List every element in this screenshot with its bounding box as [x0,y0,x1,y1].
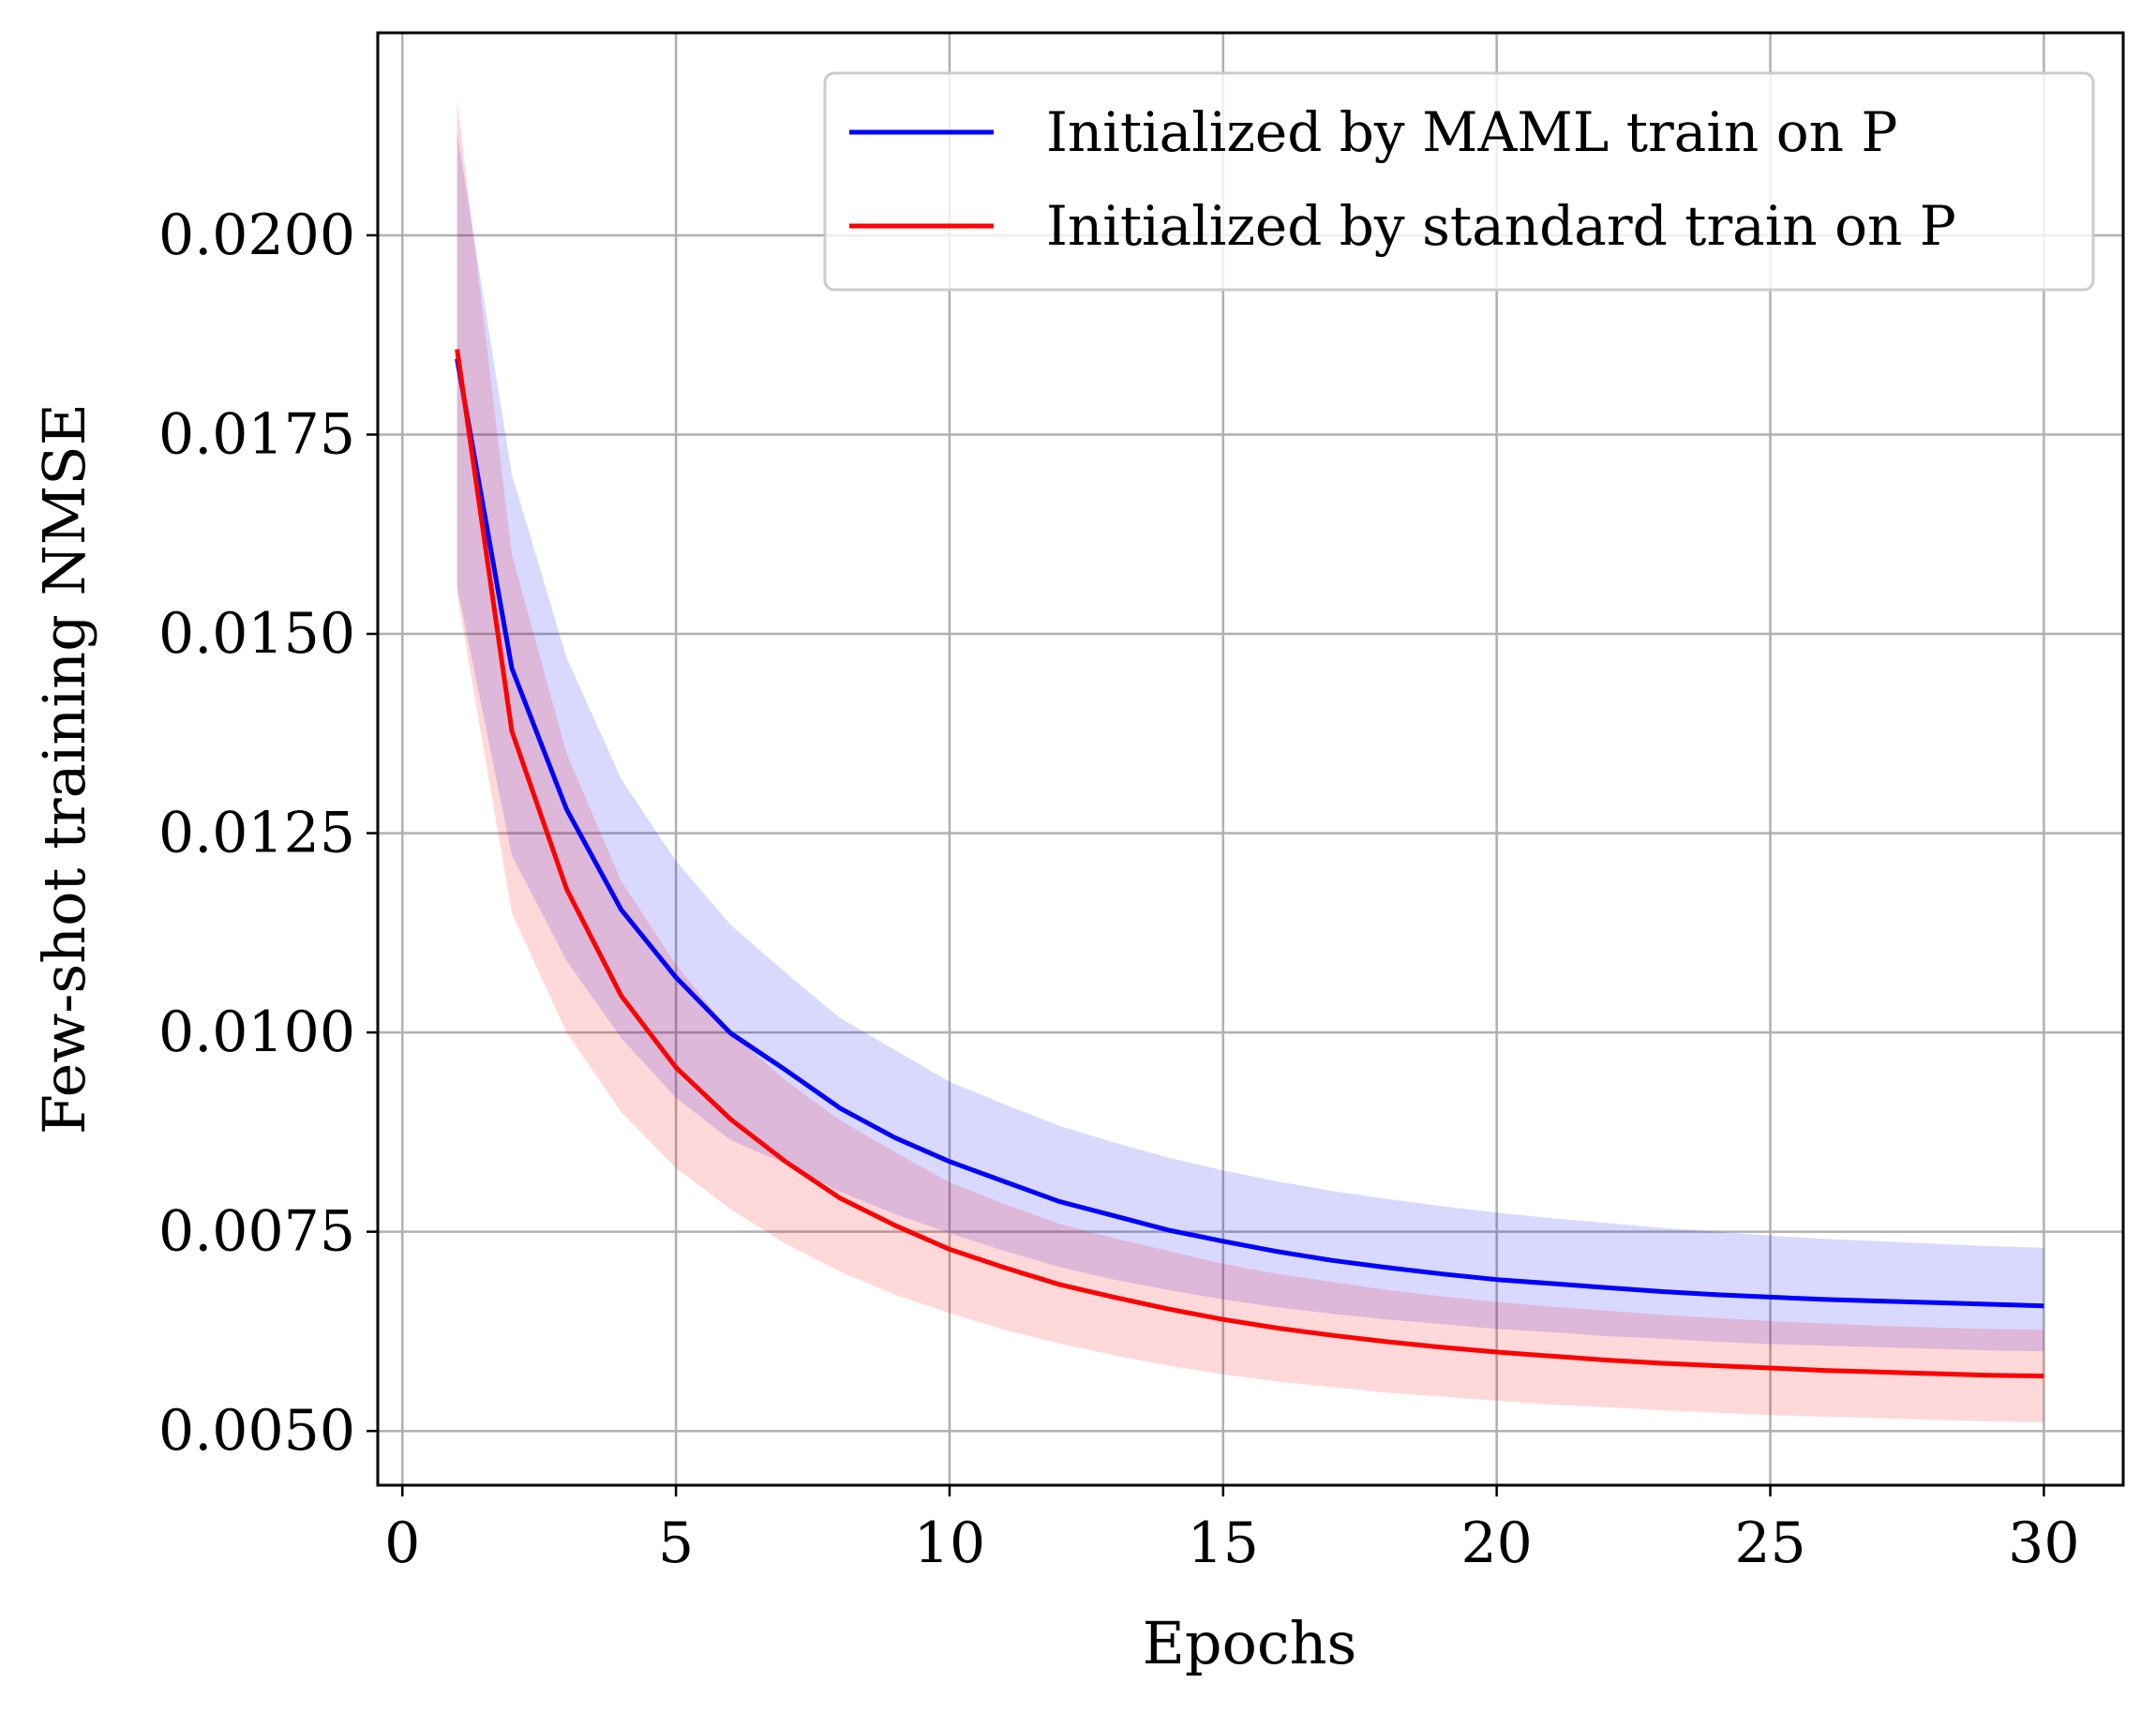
y-axis-title: Few-shot training NMSE [30,403,98,1135]
legend-label-2: Initialized by standard train on P [1046,194,1956,258]
x-tick-label: 10 [914,1511,985,1576]
y-tick-label: 0.0050 [158,1398,355,1464]
y-axis: 0.0050 0.0075 0.0100 0.0125 0.0150 0.0175 0.02… [158,203,378,1464]
x-tick-label: 25 [1734,1511,1805,1576]
line-series-1 [455,358,2044,1309]
legend-label-1: Initialized by MAML train on P [1046,100,1897,164]
x-axis-title: Epochs [1143,1609,1357,1677]
y-tick-label: 0.0125 [158,801,355,866]
band-series-1 [457,131,2044,1352]
x-tick-label: 20 [1460,1511,1532,1576]
x-axis: 0 5 10 15 20 25 30 [384,1485,2080,1576]
x-tick-label: 15 [1188,1511,1259,1576]
plot-frame [376,31,2125,1487]
legend: Initialized by MAML train on P Initialize… [823,71,2095,292]
series-lines [455,349,2044,1378]
legend-box [823,71,2095,292]
x-tick-label: 30 [2008,1511,2079,1576]
y-tick-label: 0.0150 [158,601,355,667]
y-tick-label: 0.0175 [158,401,355,467]
x-tick-label: 5 [658,1511,694,1576]
line-series-2 [455,349,2044,1378]
x-tick-label: 0 [384,1511,420,1576]
y-tick-label: 0.0100 [158,1000,355,1065]
y-tick-label: 0.0200 [158,203,355,268]
y-tick-label: 0.0075 [158,1199,355,1265]
confidence-bands [457,99,2044,1422]
